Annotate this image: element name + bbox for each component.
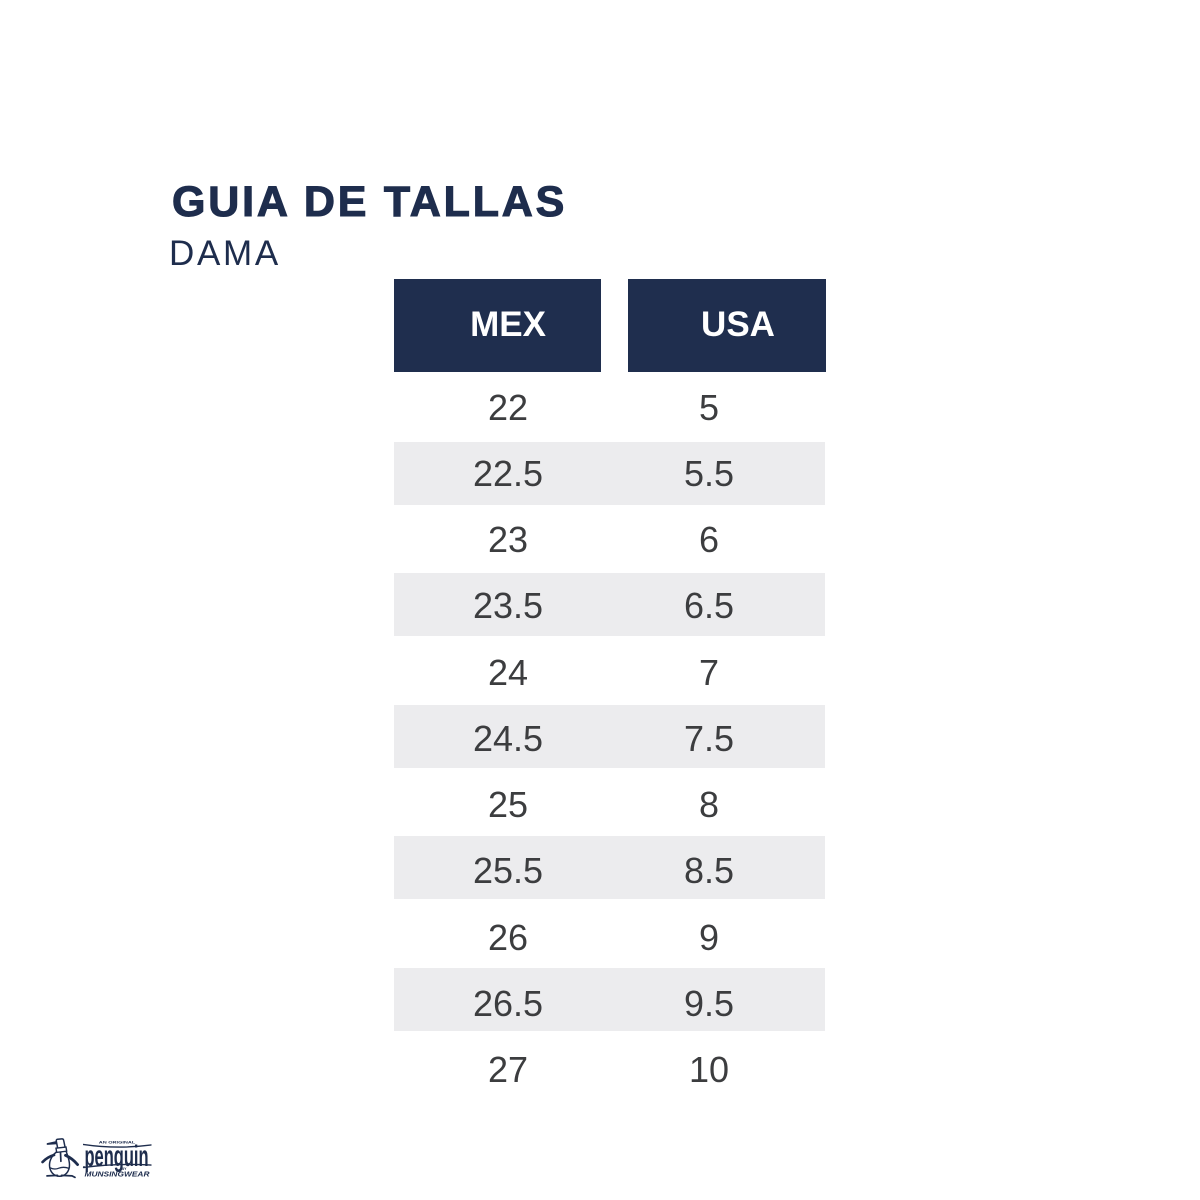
svg-text:MUNSINGWEAR: MUNSINGWEAR	[85, 1169, 151, 1178]
svg-text:AN ORIGINAL: AN ORIGINAL	[99, 1140, 136, 1144]
svg-text:BY: BY	[122, 1167, 128, 1171]
svg-text:penguin: penguin	[85, 1140, 149, 1173]
